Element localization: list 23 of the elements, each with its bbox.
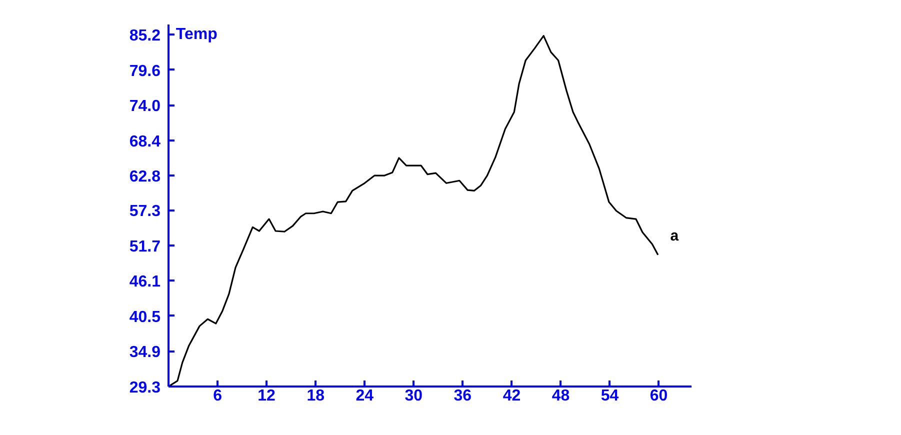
x-tick-label: 60 xyxy=(650,388,668,404)
x-tick-label: 30 xyxy=(404,388,423,404)
y-tick-label: 51.7 xyxy=(129,238,161,256)
x-tick-label: 24 xyxy=(356,388,374,404)
x-tick-label: 18 xyxy=(306,388,325,404)
x-tick-label: 42 xyxy=(502,388,521,404)
y-tick-label: 62.8 xyxy=(129,168,161,186)
x-tick-label: 54 xyxy=(600,388,619,404)
x-tick-label: 48 xyxy=(552,388,570,404)
y-tick-label: 46.1 xyxy=(129,274,161,291)
y-tick-label: 79.6 xyxy=(129,62,161,80)
x-tick-label: 6 xyxy=(213,388,222,404)
series-label: a xyxy=(670,228,680,245)
y-tick-label: 68.4 xyxy=(129,133,161,150)
x-tick-label: 12 xyxy=(258,388,276,404)
y-tick-label: 57.3 xyxy=(129,203,161,220)
y-tick-label: 29.3 xyxy=(129,380,161,396)
y-tick-label: 40.5 xyxy=(129,308,161,326)
y-axis-title: Temp xyxy=(176,26,218,44)
y-tick-label: 74.0 xyxy=(129,98,161,116)
x-tick-label: 36 xyxy=(454,388,472,404)
y-tick-label: 34.9 xyxy=(129,344,161,362)
y-tick-label: 85.2 xyxy=(129,28,161,45)
